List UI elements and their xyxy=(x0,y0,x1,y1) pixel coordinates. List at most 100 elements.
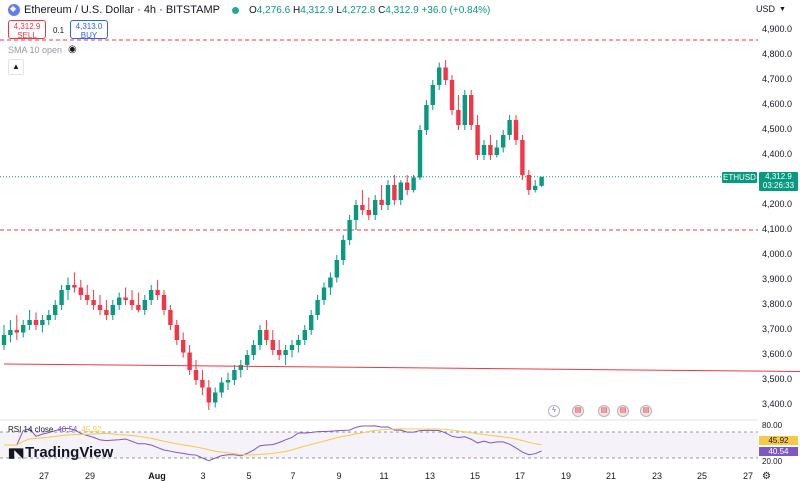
time-axis-label: 9 xyxy=(336,471,342,481)
time-axis-label: 25 xyxy=(696,471,708,481)
candle-body xyxy=(40,320,45,325)
candle-body xyxy=(78,287,83,295)
price-axis-label: 3,900.0 xyxy=(762,274,793,284)
rsi-legend[interactable]: RSI 14 close 40.54 45.92 xyxy=(8,425,101,434)
candle-body xyxy=(334,260,339,278)
candle-body xyxy=(225,380,231,383)
candle-body xyxy=(417,130,423,178)
sell-label: SELL xyxy=(17,31,37,40)
candle-body xyxy=(91,300,96,305)
symbol-price-tag: ETHUSD xyxy=(722,172,757,183)
price-axis-label: 3,600.0 xyxy=(762,349,793,359)
time-axis-label: Aug xyxy=(148,471,166,481)
market-open-status-icon xyxy=(232,6,240,14)
candle-body xyxy=(526,175,531,190)
time-axis-label: 21 xyxy=(605,471,617,481)
last-price: 4,312.9 xyxy=(765,172,792,181)
gear-icon[interactable]: ⚙ xyxy=(762,471,771,482)
candle-body xyxy=(21,325,26,333)
ohlc-values: O4,276.6 H4,312.9 L4,272.8 C4,312.9 +36.… xyxy=(249,5,490,16)
sell-button[interactable]: 4,312.9 SELL xyxy=(8,20,46,40)
candle-body xyxy=(481,145,487,155)
candle-body xyxy=(129,300,135,305)
candle-body xyxy=(270,340,275,350)
candle-body xyxy=(373,200,378,215)
price-axis-label: 4,200.0 xyxy=(762,199,793,209)
candle-body xyxy=(232,370,237,380)
candle-body xyxy=(72,285,77,288)
price-axis-label: 4,600.0 xyxy=(762,99,793,109)
candle-body xyxy=(424,105,429,130)
price-axis-label: 4,800.0 xyxy=(762,49,793,59)
candle-body xyxy=(469,95,474,125)
event-bolt-icon[interactable]: ϟ xyxy=(548,405,560,417)
candle-body xyxy=(168,310,173,325)
currency-label: USD xyxy=(756,4,776,14)
candle-body xyxy=(315,300,320,315)
price-axis-label: 4,500.0 xyxy=(762,124,793,134)
chart-header: Ethereum / U.S. Dollar · 4h · BITSTAMP O… xyxy=(8,4,490,16)
candle-body xyxy=(398,182,403,200)
candle-body xyxy=(392,185,397,200)
us-flag-icon[interactable]: ▤ xyxy=(640,405,652,417)
us-flag-icon[interactable]: ▤ xyxy=(598,405,610,417)
candle-body xyxy=(296,340,301,345)
us-flag-icon[interactable]: ▤ xyxy=(572,405,584,417)
time-axis-label: 27 xyxy=(742,471,754,481)
chevron-up-icon[interactable]: ▲ xyxy=(8,59,24,75)
candle-body xyxy=(142,300,147,310)
price-axis-label: 4,100.0 xyxy=(762,224,793,234)
candle-body xyxy=(219,382,224,393)
currency-selector[interactable]: USD ▼ xyxy=(756,4,786,14)
candle-body xyxy=(206,387,211,403)
last-price-tag: 4,312.9 03:26:33 xyxy=(759,172,798,191)
candle-body xyxy=(475,125,480,155)
time-axis-label: 7 xyxy=(290,471,296,481)
candle-body xyxy=(437,67,442,85)
candle-body xyxy=(347,220,352,240)
sma-indicator-legend[interactable]: SMA 10 open ◉ xyxy=(8,44,77,55)
candle-body xyxy=(533,185,538,190)
bar-countdown: 03:26:33 xyxy=(762,181,795,190)
candle-body xyxy=(366,210,371,215)
candle-body xyxy=(443,67,448,80)
candle-body xyxy=(488,145,493,155)
us-flag-icon[interactable]: ▤ xyxy=(617,405,629,417)
price-axis-label: 4,000.0 xyxy=(762,249,793,259)
candle-body xyxy=(507,120,512,135)
time-axis-label: 5 xyxy=(246,471,252,481)
candle-body xyxy=(360,205,365,210)
high-value: 4,312.9 xyxy=(300,4,334,16)
candle-body xyxy=(353,205,359,220)
candle-body xyxy=(65,285,71,290)
open-label: O xyxy=(249,4,257,16)
candle-body xyxy=(277,350,282,355)
candle-body xyxy=(251,345,256,355)
rsi-label: RSI 14 close xyxy=(8,425,54,434)
candle-body xyxy=(309,315,314,330)
change-value: +36.0 (+0.84%) xyxy=(421,4,491,16)
candle-body xyxy=(289,345,295,350)
eye-icon[interactable]: ◉ xyxy=(68,44,77,55)
candle-body xyxy=(117,297,122,305)
candle-body xyxy=(110,305,115,315)
price-axis-label: 4,700.0 xyxy=(762,74,793,84)
price-axis-label: 4,900.0 xyxy=(762,24,793,34)
candle-body xyxy=(379,200,384,205)
time-axis-label: 29 xyxy=(84,471,96,481)
candle-body xyxy=(27,320,32,325)
rsi-line xyxy=(4,425,542,462)
trend-line xyxy=(3,363,800,372)
candle-body xyxy=(245,355,250,365)
candle-body xyxy=(187,352,192,370)
candle-body xyxy=(161,295,167,310)
symbol-title[interactable]: Ethereum / U.S. Dollar · 4h · BITSTAMP xyxy=(24,4,221,16)
rsi-ma-tag: 45.92 xyxy=(759,436,798,445)
buy-button[interactable]: 4,313.0 BUY xyxy=(70,20,108,40)
candle-body xyxy=(494,147,499,155)
price-axis-label: 3,400.0 xyxy=(762,399,793,409)
candle-body xyxy=(123,297,128,300)
time-axis-label: 13 xyxy=(424,471,436,481)
tradingview-logo[interactable]: ▮◥ TradingView xyxy=(8,444,113,461)
